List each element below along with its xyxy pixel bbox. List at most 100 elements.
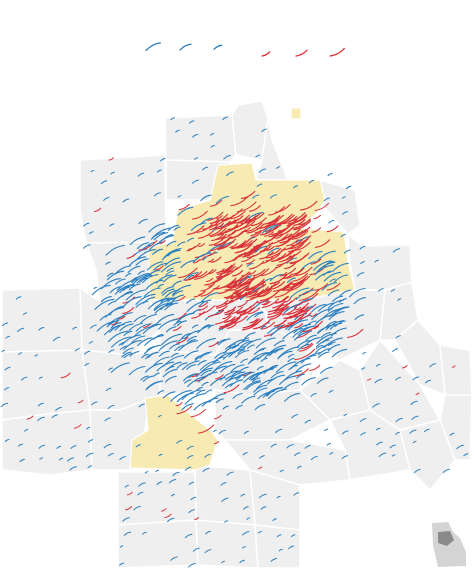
rep-shift-arrow <box>209 227 227 238</box>
rep-shift-arrow <box>267 306 289 318</box>
dem-shift-arrow <box>147 261 164 271</box>
dem-shift-arrow <box>391 454 396 457</box>
dem-shift-arrow <box>293 323 311 334</box>
rep-shift-arrow <box>218 283 237 295</box>
rep-shift-arrow <box>294 348 316 361</box>
dem-shift-arrow <box>304 445 311 449</box>
dem-shift-arrow <box>261 128 267 132</box>
dem-shift-arrow <box>128 365 146 376</box>
dem-shift-arrow <box>246 311 264 321</box>
rep-shift-arrow <box>211 233 225 242</box>
dem-shift-arrow <box>70 445 77 449</box>
dem-shift-arrow <box>296 339 311 348</box>
dem-shift-arrow <box>270 558 278 562</box>
dem-shift-arrow <box>308 251 323 260</box>
rep-shift-arrow <box>224 254 241 264</box>
dem-shift-arrow <box>235 373 245 380</box>
dem-shift-arrow <box>104 417 111 422</box>
inset-state-outline <box>432 522 466 567</box>
highlighted-counties <box>129 107 356 471</box>
dem-shift-arrow <box>140 314 158 324</box>
dem-shift-arrow <box>328 311 345 321</box>
dem-shift-arrow <box>107 315 125 326</box>
rep-shift-arrow <box>223 290 239 299</box>
dem-shift-arrow <box>316 332 337 345</box>
rep-shift-arrow <box>401 365 408 369</box>
dem-shift-arrow <box>108 349 115 353</box>
dem-shift-arrow <box>84 363 90 367</box>
dem-shift-arrow <box>153 232 169 241</box>
dem-shift-arrow <box>66 457 75 462</box>
rep-shift-arrow <box>314 202 330 211</box>
dem-shift-arrow <box>110 362 130 373</box>
dem-shift-arrow <box>168 479 177 484</box>
dem-shift-arrow <box>38 376 43 380</box>
rep-shift-arrow <box>207 258 214 263</box>
dem-shift-arrow <box>156 313 175 324</box>
dem-shift-arrow <box>392 348 399 352</box>
dem-shift-arrow <box>327 299 345 309</box>
rep-shift-arrow <box>176 336 189 344</box>
dem-shift-arrow <box>256 378 275 390</box>
rep-shift-arrow <box>176 405 193 415</box>
dem-shift-arrow <box>165 326 177 333</box>
rep-shift-arrow <box>310 313 318 318</box>
dem-shift-arrow <box>346 185 352 190</box>
dem-shift-arrow <box>157 169 162 173</box>
rep-shift-arrow <box>200 288 215 297</box>
dem-shift-arrow <box>288 545 295 550</box>
dem-shift-arrow <box>176 320 187 327</box>
strong-dem-shift <box>145 42 162 52</box>
dem-shift-arrow <box>172 284 192 296</box>
county <box>214 389 332 441</box>
dem-shift-arrow <box>252 377 261 383</box>
dem-shift-arrow <box>143 344 162 355</box>
dem-shift-arrow <box>224 520 228 523</box>
rep-shift-arrow <box>191 373 199 378</box>
dem-shift-arrow <box>252 194 260 199</box>
rep-shift-arrow <box>276 323 286 329</box>
dem-shift-arrow <box>218 429 226 435</box>
dem-shift-arrow <box>142 274 159 284</box>
dem-shift-arrow <box>201 361 221 373</box>
dem-shift-arrow <box>327 172 333 177</box>
dem-shift-arrow <box>245 381 261 391</box>
rep-shift-arrow <box>217 305 228 312</box>
dem-shift-arrow <box>110 322 122 329</box>
rep-shift-arrow <box>217 266 233 275</box>
dem-shift-arrow <box>258 531 262 534</box>
dem-shift-arrow <box>115 312 133 322</box>
dem-shift-arrow <box>100 180 108 185</box>
dem-shift-arrow <box>275 361 297 373</box>
rep-shift-arrow <box>286 302 309 315</box>
dem-shift-arrow <box>129 236 146 246</box>
dem-shift-arrow <box>83 222 90 227</box>
rep-shift-arrow <box>310 258 322 265</box>
dem-shift-arrow <box>137 172 145 177</box>
rep-shift-arrow <box>301 342 313 350</box>
dem-shift-arrow <box>170 117 175 121</box>
dem-shift-arrow <box>463 453 469 457</box>
dem-shift-arrow <box>326 320 337 327</box>
dem-shift-arrow <box>199 217 213 225</box>
dem-shift-arrow <box>316 261 336 273</box>
dem-shift-arrow <box>153 356 170 366</box>
dem-shift-arrow <box>153 298 175 310</box>
dem-shift-arrow <box>96 320 117 332</box>
dem-shift-arrow <box>254 403 266 411</box>
rep-shift-arrow <box>279 232 300 244</box>
dem-shift-arrow <box>184 533 193 539</box>
dem-shift-arrow <box>297 343 310 351</box>
dem-shift-arrow <box>372 403 380 408</box>
dem-shift-arrow <box>343 249 351 254</box>
dem-shift-arrow <box>177 241 186 247</box>
dem-shift-arrow <box>255 337 276 349</box>
county <box>1 409 93 476</box>
dem-shift-arrow <box>109 223 115 227</box>
dem-shift-arrow <box>182 373 198 382</box>
rep-shift-arrow <box>225 316 240 326</box>
dem-shift-arrow <box>157 283 164 288</box>
dem-shift-arrow <box>129 351 140 357</box>
rep-shift-arrow <box>208 341 219 348</box>
